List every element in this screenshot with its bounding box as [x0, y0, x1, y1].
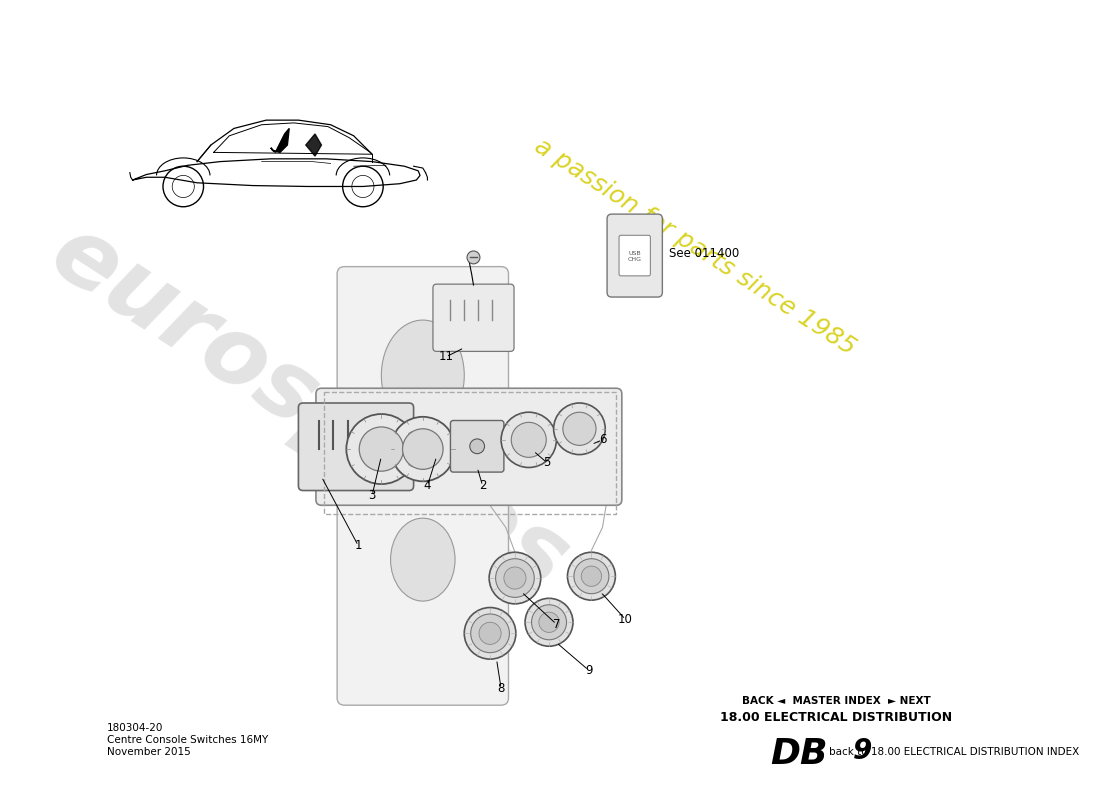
- Polygon shape: [271, 129, 289, 152]
- Circle shape: [581, 566, 602, 586]
- Text: 18.00 ELECTRICAL DISTRIBUTION: 18.00 ELECTRICAL DISTRIBUTION: [720, 710, 953, 724]
- FancyBboxPatch shape: [619, 235, 650, 276]
- FancyBboxPatch shape: [433, 284, 514, 351]
- Circle shape: [403, 429, 443, 470]
- Circle shape: [502, 412, 557, 467]
- FancyBboxPatch shape: [337, 266, 508, 705]
- Text: 2: 2: [478, 479, 486, 493]
- Text: 9: 9: [854, 737, 872, 765]
- Text: 3: 3: [368, 489, 376, 502]
- Text: 180304-20: 180304-20: [107, 722, 163, 733]
- Circle shape: [471, 614, 509, 653]
- Text: 10: 10: [618, 613, 632, 626]
- Circle shape: [539, 612, 559, 633]
- Ellipse shape: [390, 518, 455, 601]
- Circle shape: [531, 605, 566, 640]
- FancyBboxPatch shape: [607, 214, 662, 297]
- Circle shape: [574, 558, 609, 594]
- Circle shape: [360, 427, 404, 471]
- Text: 6: 6: [598, 434, 606, 446]
- Circle shape: [478, 622, 502, 644]
- Circle shape: [568, 552, 615, 600]
- Circle shape: [464, 607, 516, 659]
- Text: 4: 4: [424, 479, 431, 493]
- Text: Centre Console Switches 16MY: Centre Console Switches 16MY: [107, 734, 268, 745]
- Text: November 2015: November 2015: [107, 746, 190, 757]
- Text: 9: 9: [585, 664, 593, 677]
- Circle shape: [346, 414, 417, 484]
- FancyBboxPatch shape: [450, 421, 504, 472]
- Circle shape: [525, 598, 573, 646]
- Circle shape: [496, 558, 535, 598]
- Text: eurospares: eurospares: [34, 207, 585, 610]
- Ellipse shape: [382, 320, 464, 430]
- Polygon shape: [306, 134, 321, 156]
- Circle shape: [490, 552, 541, 604]
- Circle shape: [468, 251, 480, 264]
- Text: 7: 7: [552, 618, 560, 630]
- Text: 5: 5: [543, 456, 551, 470]
- Circle shape: [470, 439, 484, 454]
- Text: a passion for parts since 1985: a passion for parts since 1985: [530, 134, 859, 359]
- Text: DB: DB: [770, 737, 827, 770]
- Circle shape: [504, 567, 526, 589]
- FancyBboxPatch shape: [316, 388, 622, 506]
- Text: 8: 8: [497, 682, 505, 695]
- Text: BACK ◄  MASTER INDEX  ► NEXT: BACK ◄ MASTER INDEX ► NEXT: [742, 696, 931, 706]
- Circle shape: [360, 428, 396, 465]
- Circle shape: [563, 412, 596, 446]
- FancyBboxPatch shape: [298, 403, 414, 490]
- Circle shape: [390, 417, 455, 482]
- Text: 11: 11: [438, 350, 453, 363]
- Text: See 011400: See 011400: [669, 247, 739, 260]
- Text: back to 18.00 ELECTRICAL DISTRIBUTION INDEX: back to 18.00 ELECTRICAL DISTRIBUTION IN…: [829, 746, 1080, 757]
- Circle shape: [512, 422, 547, 458]
- Text: 1: 1: [354, 539, 362, 552]
- Text: USB
CHG: USB CHG: [628, 251, 641, 262]
- Circle shape: [553, 403, 605, 454]
